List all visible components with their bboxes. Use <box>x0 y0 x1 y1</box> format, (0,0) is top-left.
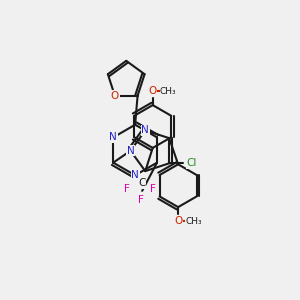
Text: F: F <box>150 184 155 194</box>
Text: N: N <box>110 132 117 142</box>
Text: N: N <box>131 170 139 180</box>
Text: F: F <box>124 184 130 194</box>
Text: N: N <box>127 146 134 156</box>
Text: O: O <box>148 86 157 96</box>
Text: C: C <box>139 178 146 188</box>
Text: CH₃: CH₃ <box>160 87 176 96</box>
Text: O: O <box>174 216 182 226</box>
Text: O: O <box>111 91 119 101</box>
Text: F: F <box>138 195 144 205</box>
Text: CH₃: CH₃ <box>185 217 202 226</box>
Text: Cl: Cl <box>186 158 197 168</box>
Text: N: N <box>141 125 149 135</box>
